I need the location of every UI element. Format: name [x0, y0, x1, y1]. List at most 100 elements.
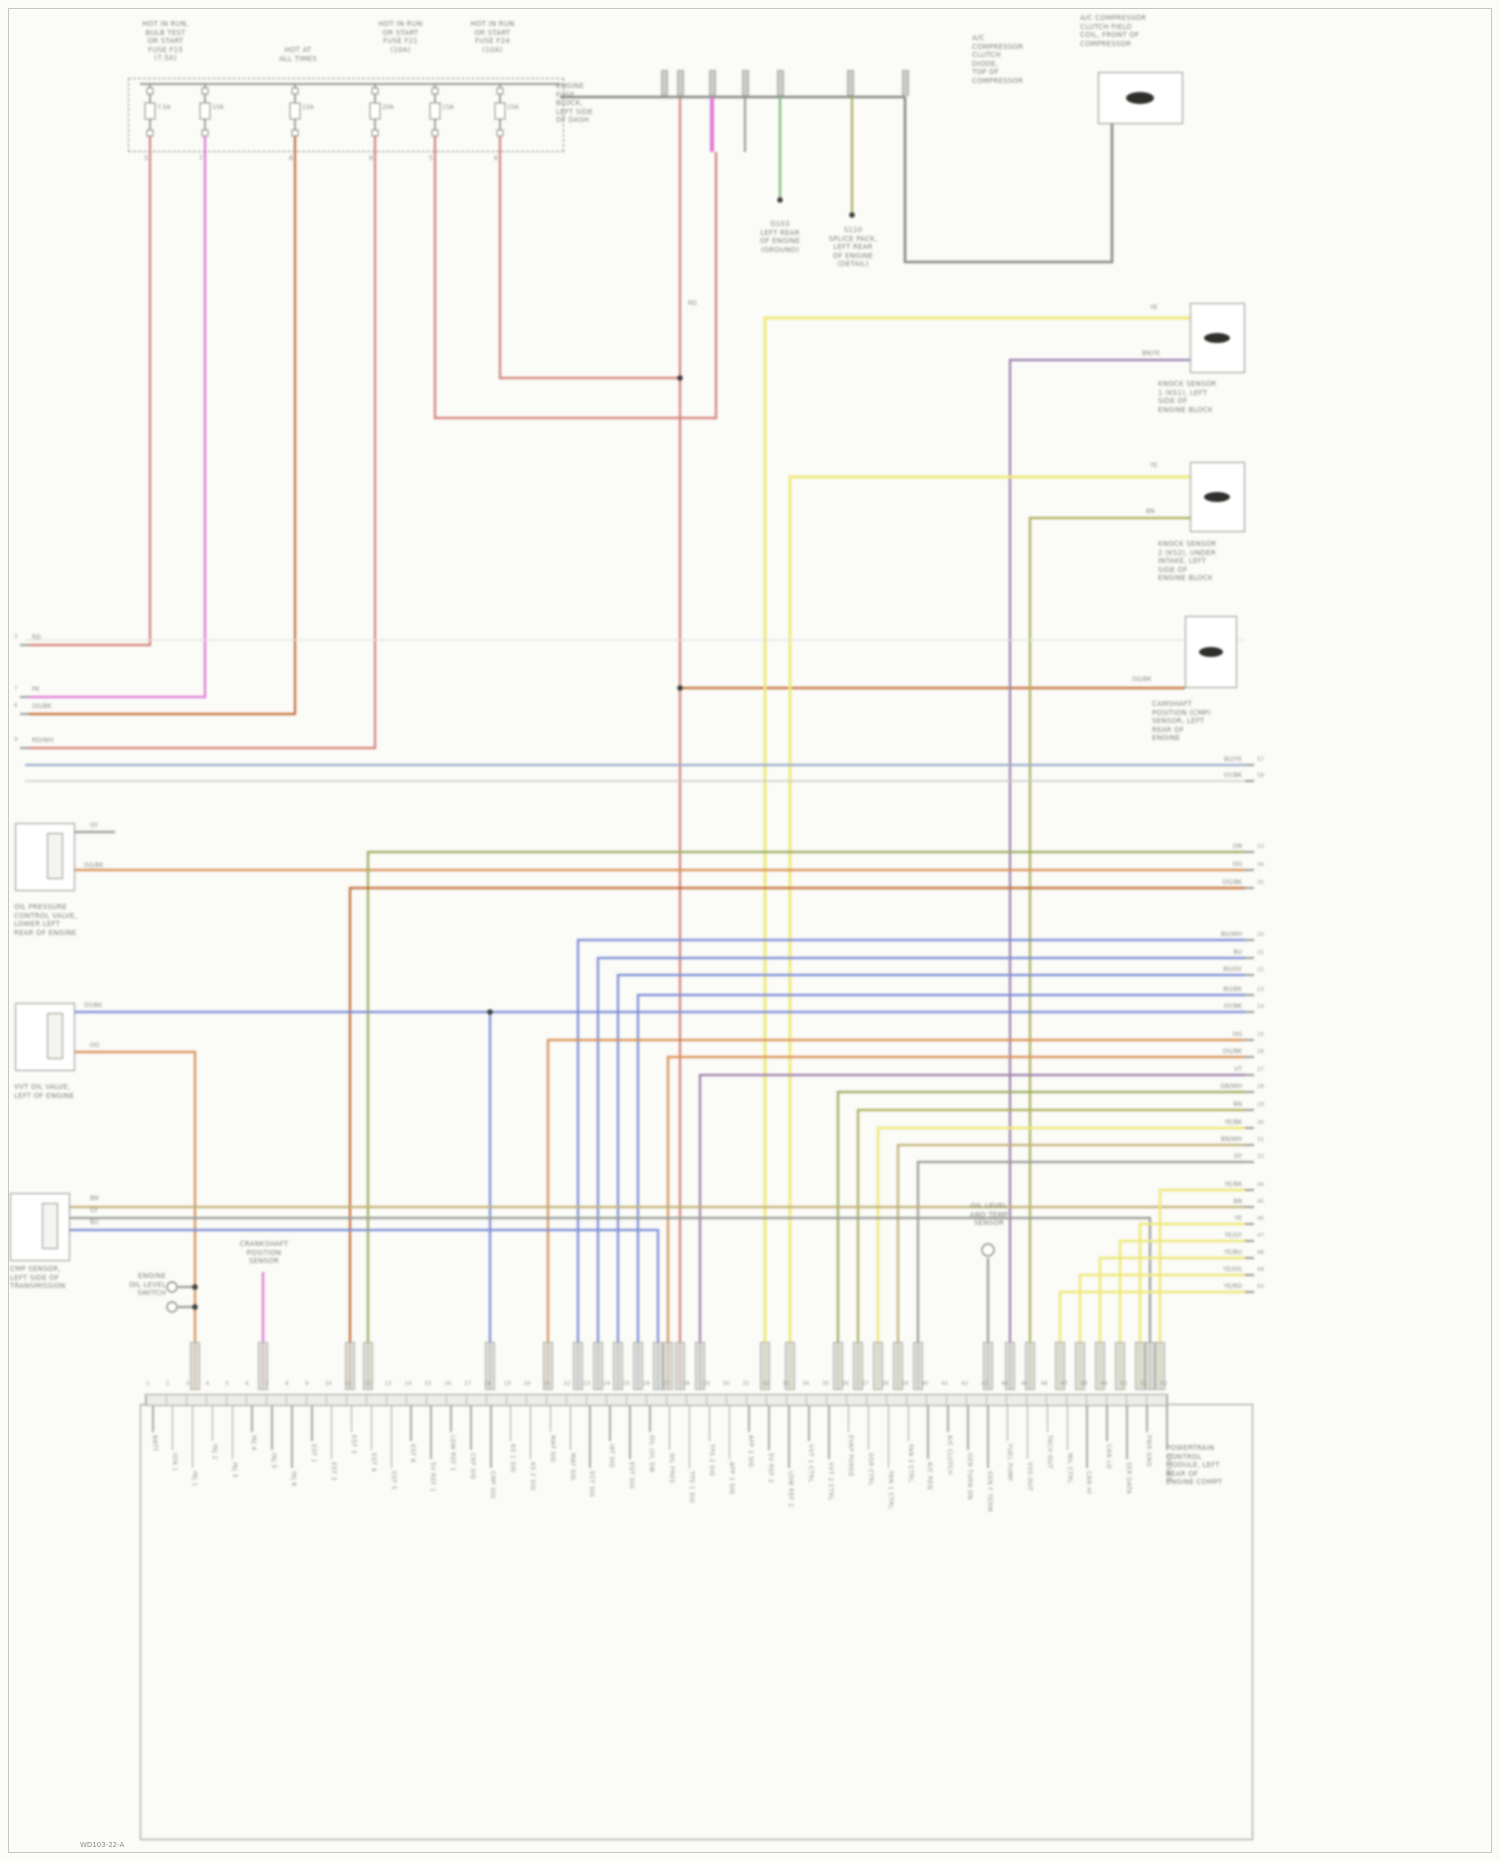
- pcm-pin-number: 14: [404, 1381, 412, 1387]
- wire-ye-row-1: [1158, 1188, 1245, 1390]
- wire-ks2-return: [1028, 516, 1190, 1390]
- pcm-pin-label: CAN HI: [1085, 1471, 1093, 1495]
- pcm-pin-number: 41: [941, 1381, 949, 1387]
- pcm-pin-number: 46: [1040, 1381, 1048, 1387]
- pcm-connector-block: [543, 1342, 553, 1390]
- pcm-pin-number: 38: [881, 1381, 889, 1387]
- right-pin-tick: [1245, 780, 1254, 782]
- diagram-id: WD103-22-A: [80, 1841, 125, 1849]
- component-inner: [47, 833, 63, 879]
- pcm-pin-number: 4: [205, 1381, 210, 1387]
- pcm-pin-lead: [708, 1406, 711, 1441]
- wire-bu-row-4: [636, 993, 1245, 1390]
- pcm-pin-lead: [808, 1406, 810, 1441]
- pcm-connector-block: [485, 1342, 495, 1390]
- top-connector-pin: [902, 70, 909, 96]
- wire-gnwh-row: [836, 1090, 1245, 1390]
- fuse-pin: [431, 129, 439, 137]
- sensor-element: [1204, 492, 1230, 502]
- pcm-pin-lead: [828, 1406, 830, 1459]
- pcm-pin-lead: [231, 1406, 234, 1459]
- fuse-group-2-label: HOT AT ALL TIMES: [279, 46, 317, 63]
- pcm-pin-number: 51: [1140, 1381, 1148, 1387]
- wire-color-label: BU: [90, 1219, 99, 1226]
- pcm-pin-label: SIG GND: [1165, 1453, 1172, 1482]
- pcm-pin-lead: [1086, 1406, 1088, 1468]
- pcm-pin-label: LOW REF 2: [787, 1471, 795, 1508]
- wire-color-label: 10A: [212, 104, 224, 111]
- right-pin-number: 27: [1257, 1067, 1264, 1073]
- pcm-pin-label: APP 1 SIG: [727, 1462, 735, 1495]
- pcm-pin-lead: [549, 1406, 552, 1432]
- wire-bu-row-1: [576, 938, 1245, 1390]
- pcm-pin-lead: [748, 1406, 750, 1432]
- trans-cmp-label: CMP SENSOR, LEFT SIDE OF TRANSMISSION: [10, 1265, 66, 1290]
- wire-og-row-1: [546, 1038, 1245, 1390]
- pcm-pin-number: 17: [464, 1381, 472, 1387]
- wire-fuse6-loop: [498, 136, 680, 380]
- fuse-pin: [496, 87, 504, 95]
- right-pin-label: BN/WH: [1220, 1136, 1242, 1143]
- pcm-pin-number: 39: [901, 1381, 909, 1387]
- right-pin-number: 30: [1257, 1120, 1264, 1126]
- wire-color-label: 7.5A: [157, 104, 171, 111]
- right-pin-tick: [1245, 1206, 1254, 1208]
- wire-color-label: 15A: [442, 104, 454, 111]
- top-connector-pin: [847, 70, 854, 96]
- pcm-pin-label: GEN F TERM: [986, 1471, 994, 1512]
- compressor-diode-label: A/C COMPRESSOR CLUTCH DIODE, TOP OF COMPRESSO…: [972, 34, 1024, 85]
- right-pin-number: 58: [1257, 773, 1264, 779]
- pcm-pin-label: A/C CLUTCH: [946, 1435, 954, 1475]
- wire-transC-b: [70, 1216, 1152, 1390]
- pcm-pin-number: 1: [146, 1381, 150, 1387]
- pcm-pin-label: EGR CTRL: [866, 1453, 874, 1487]
- pcm-pin-label: INJ 3: [230, 1462, 238, 1478]
- pcm-connector-block: [853, 1342, 863, 1390]
- wire-color-label: 5: [429, 155, 433, 162]
- fuse-body: [494, 102, 506, 120]
- pcm-connector-block: [913, 1342, 923, 1390]
- wire-ogbk-row: [348, 886, 1245, 1390]
- right-pin-tick: [1245, 1056, 1254, 1058]
- top-connector-pin: [661, 70, 668, 96]
- pcm-pin-number: 3: [185, 1381, 190, 1387]
- pcm-pin-lead: [1046, 1406, 1049, 1432]
- pcm-pin-lead: [629, 1406, 631, 1459]
- right-pin-label: VT: [1234, 1066, 1242, 1073]
- pcm-pin-number: 25: [623, 1381, 631, 1387]
- right-pin-number: 35: [1257, 880, 1264, 886]
- right-pin-number: 23: [1257, 987, 1264, 993]
- fuse-group-1-label: HOT IN RUN, BULB TEST OR START FUSE F15 (7.5…: [142, 20, 189, 62]
- right-pin-label: BU/WH: [1221, 931, 1242, 938]
- pcm-pin-lead: [728, 1406, 731, 1459]
- pcm-pin-label: FAN 2 CTRL: [906, 1444, 914, 1483]
- right-pin-label: OG/BK: [1222, 879, 1242, 886]
- pcm-pin-lead: [1066, 1406, 1069, 1450]
- wire-og-row-2: [666, 1055, 1245, 1390]
- pcm-connector-block: [1135, 1342, 1145, 1390]
- pcm-pin-number: 23: [583, 1381, 591, 1387]
- right-pin-tick: [1245, 1039, 1254, 1041]
- pcm-pin-lead: [569, 1406, 572, 1450]
- junction-dot: [487, 1009, 493, 1015]
- top-connector-pin: [677, 70, 684, 96]
- right-pin-tick: [1245, 974, 1254, 976]
- left-pin-label: RD: [32, 634, 41, 641]
- splice-s110-label: S110 SPLICE PACK, LEFT REAR OF ENGINE (DETAI…: [828, 226, 878, 268]
- pcm-pin-number: 2: [165, 1381, 170, 1387]
- pcm-connector-block: [1155, 1342, 1165, 1390]
- pcm-pin-number: 22: [563, 1381, 571, 1387]
- pcm-pin-lead: [330, 1406, 333, 1459]
- wire-color-label: 8: [289, 155, 293, 162]
- pcm-pin-lead: [649, 1406, 651, 1432]
- right-pin-label: YE: [1234, 1215, 1242, 1222]
- pcm-connector-block: [1115, 1342, 1125, 1390]
- pcm-pin-label: EST 2: [329, 1462, 337, 1481]
- right-pin-number: 47: [1257, 1233, 1264, 1239]
- pcm-pin-lead: [947, 1406, 949, 1432]
- pcm-pin-lead: [350, 1406, 353, 1432]
- pcm-pin-label: KS 1 SIG: [508, 1444, 516, 1473]
- pcm-pin-lead: [490, 1406, 492, 1468]
- pcm-pin-label: EST 5: [389, 1471, 397, 1490]
